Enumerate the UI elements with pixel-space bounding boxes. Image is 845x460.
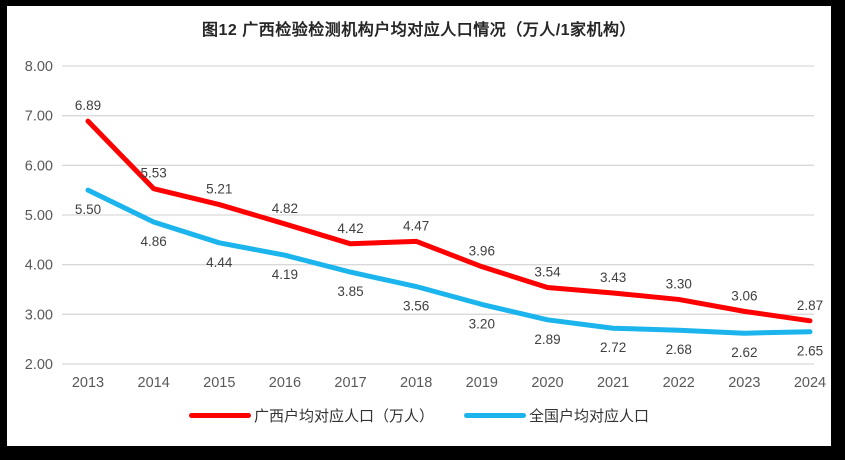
- svg-text:2021: 2021: [597, 375, 629, 391]
- svg-text:2019: 2019: [466, 375, 498, 391]
- svg-text:3.00: 3.00: [25, 307, 53, 323]
- svg-text:2.89: 2.89: [534, 332, 560, 347]
- svg-text:4.44: 4.44: [206, 255, 233, 270]
- svg-text:6.00: 6.00: [25, 158, 53, 174]
- svg-text:7.00: 7.00: [25, 109, 53, 125]
- svg-text:3.30: 3.30: [666, 276, 692, 291]
- svg-text:4.00: 4.00: [25, 258, 53, 274]
- legend-label-national: 全国户均对应人口: [529, 407, 650, 425]
- svg-text:6.89: 6.89: [75, 98, 101, 113]
- svg-text:2015: 2015: [203, 375, 235, 391]
- svg-text:5.00: 5.00: [25, 208, 53, 224]
- svg-text:3.20: 3.20: [469, 316, 495, 331]
- svg-text:2.68: 2.68: [666, 342, 692, 357]
- legend-item-national: 全国户均对应人口: [464, 405, 649, 426]
- chart-area: 图12 广西检验检测机构户均对应人口情况（万人/1家机构） 2.00 3.00 4.…: [7, 16, 831, 446]
- svg-text:3.54: 3.54: [534, 265, 561, 280]
- svg-text:4.86: 4.86: [140, 234, 166, 249]
- line-chart-plot: 2.00 3.00 4.00 5.00 6.00 7.00 8.00 2013 2014 2015…: [25, 59, 826, 391]
- svg-text:2016: 2016: [269, 375, 301, 391]
- svg-text:2.72: 2.72: [600, 340, 626, 355]
- svg-text:2.87: 2.87: [797, 298, 823, 313]
- svg-text:2.65: 2.65: [797, 344, 823, 359]
- svg-text:5.21: 5.21: [206, 182, 232, 197]
- svg-text:2.00: 2.00: [25, 357, 53, 373]
- chart-title: 图12 广西检验检测机构户均对应人口情况（万人/1家机构）: [201, 22, 637, 39]
- svg-text:5.50: 5.50: [75, 202, 101, 217]
- svg-text:4.19: 4.19: [272, 267, 298, 282]
- svg-text:3.85: 3.85: [337, 284, 363, 299]
- legend-item-guangxi: 广西户均对应人口（万人）: [188, 405, 434, 426]
- legend-line-swatch-national: [464, 412, 526, 418]
- svg-text:2018: 2018: [400, 375, 432, 391]
- svg-text:3.96: 3.96: [469, 244, 495, 259]
- svg-text:2014: 2014: [138, 375, 170, 391]
- svg-text:4.82: 4.82: [272, 201, 298, 216]
- svg-text:2024: 2024: [794, 375, 826, 391]
- svg-text:3.56: 3.56: [403, 299, 429, 314]
- svg-text:2022: 2022: [663, 375, 695, 391]
- svg-text:3.06: 3.06: [731, 288, 757, 303]
- svg-text:2023: 2023: [728, 375, 760, 391]
- svg-text:5.53: 5.53: [140, 166, 166, 181]
- svg-text:3.43: 3.43: [600, 270, 626, 285]
- legend-label-guangxi: 广西户均对应人口（万人）: [253, 407, 434, 425]
- legend-line-swatch-guangxi: [188, 412, 251, 418]
- svg-text:4.42: 4.42: [337, 221, 363, 236]
- svg-text:2017: 2017: [334, 375, 366, 391]
- svg-text:2020: 2020: [531, 375, 563, 391]
- chart-legend: 广西户均对应人口（万人） 全国户均对应人口: [7, 400, 831, 430]
- svg-text:2.62: 2.62: [731, 345, 757, 360]
- svg-text:8.00: 8.00: [25, 59, 53, 75]
- svg-text:2013: 2013: [72, 375, 104, 391]
- svg-text:4.47: 4.47: [403, 218, 429, 233]
